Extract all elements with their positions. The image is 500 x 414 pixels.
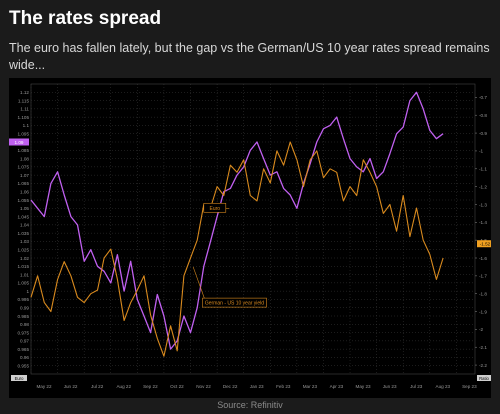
chart-frame: 1.12 1.115 1.11 1.105 1.1 1.095 1.09 1.085 1.08 1… (9, 78, 493, 398)
left-tick-label: 1.045 (18, 214, 30, 219)
right-tick-label: -1.6 (479, 256, 487, 261)
left-tick-label: 0.995 (18, 297, 30, 302)
left-tick-label: 1.055 (18, 198, 30, 203)
left-tick-label: 1.04 (20, 223, 29, 228)
right-tick-label: -2.1 (479, 345, 487, 350)
chart-subtitle: The euro has fallen lately, but the gap … (9, 41, 490, 72)
left-tick-label: 0.96 (20, 355, 29, 360)
left-tick-label: 1.035 (18, 231, 30, 236)
spread-line (30, 141, 444, 357)
left-tick-label: 1.08 (20, 156, 29, 161)
spread-last-value: -1.52 (480, 242, 491, 247)
spread-label-box (202, 297, 267, 308)
right-tick-label: -1.9 (479, 309, 487, 314)
right-tick-label: -0.7 (479, 95, 487, 100)
left-tick-label: 1.015 (18, 264, 30, 269)
euro-last-value: 1.09 (15, 140, 24, 145)
x-tick-label: Mar 23 (303, 384, 318, 389)
right-tick-label: -1.8 (479, 291, 487, 296)
right-tick-label: -1.1 (479, 167, 487, 172)
x-tick-label: Jul 23 (410, 384, 423, 389)
left-tick-label: 1.115 (18, 98, 30, 103)
x-tick-label: Sep 23 (462, 384, 477, 389)
left-tick-label: 1.1 (23, 123, 30, 128)
left-tick-label: 1.075 (18, 165, 30, 170)
x-tick-label: Feb 23 (276, 384, 291, 389)
spread-label: German - US 10 year yield (205, 300, 264, 306)
rates-spread-chart: 1.12 1.115 1.11 1.105 1.1 1.095 1.09 1.085 1.08 1… (9, 78, 493, 398)
spread-label-leader (192, 266, 205, 299)
left-tick-label: 0.99 (20, 306, 29, 311)
right-tick-label: -1.4 (479, 220, 487, 225)
right-axis-badge-label: Ratio (479, 376, 489, 381)
x-tick-label: Oct 22 (170, 384, 184, 389)
euro-label: Euro (210, 206, 221, 212)
euro-last-value-tag (9, 138, 29, 146)
x-tick-label: Jul 22 (91, 384, 104, 389)
right-tick-label: -2 (479, 327, 484, 332)
left-tick-label: 1.065 (18, 181, 30, 186)
annotations: Euro German - US 10 year yield 1.09 -1.52 (9, 138, 493, 308)
left-tick-label: 0.98 (20, 322, 29, 327)
left-tick-label: 1.05 (20, 206, 29, 211)
right-tick-label: -0.8 (479, 113, 487, 118)
x-tick-label: May 23 (356, 384, 372, 389)
x-tick-label: Jun 22 (64, 384, 78, 389)
left-tick-label: 1.07 (20, 173, 29, 178)
x-tick-label: Sep 22 (143, 384, 158, 389)
left-tick-label: 0.97 (20, 339, 29, 344)
left-tick-label: 1.06 (20, 190, 29, 195)
left-tick-label: 1.01 (20, 272, 29, 277)
right-tick-label: -1.7 (479, 274, 487, 279)
left-tick-label: 0.985 (18, 314, 30, 319)
x-tick-label: Jan 23 (250, 384, 264, 389)
left-tick-label: 1.12 (20, 90, 29, 95)
chart-title: The rates spread (9, 8, 162, 29)
right-tick-label: -0.9 (479, 131, 487, 136)
left-tick-label: 1 (26, 289, 29, 294)
chart-background (9, 78, 491, 398)
right-tick-label: -2.2 (479, 363, 487, 368)
axes: 1.12 1.115 1.11 1.105 1.1 1.095 1.09 1.085 1.08 1… (11, 90, 491, 389)
left-tick-label: 0.955 (18, 364, 30, 369)
left-tick-label: 1.095 (18, 132, 30, 137)
left-tick-label: 1.11 (20, 107, 29, 112)
left-axis-badge-label: Euro (15, 376, 25, 381)
x-tick-label: Nov 22 (196, 384, 211, 389)
right-tick-label: -1 (479, 149, 484, 154)
x-tick-label: May 22 (36, 384, 52, 389)
left-tick-label: 1.005 (18, 281, 30, 286)
left-tick-label: 1.105 (18, 115, 30, 120)
left-tick-label: 0.975 (18, 330, 30, 335)
left-tick-label: 1.03 (20, 239, 29, 244)
x-tick-label: Dec 22 (223, 384, 238, 389)
euro-label-box (203, 202, 227, 213)
spread-last-value-tag (477, 240, 493, 248)
x-tick-label: Jun 23 (383, 384, 397, 389)
left-axis-badge (11, 375, 27, 381)
x-tick-label: Aug 23 (436, 384, 451, 389)
left-tick-label: 1.025 (18, 248, 30, 253)
series-lines (30, 91, 444, 357)
right-tick-label: -1.2 (479, 184, 487, 189)
left-tick-label: 1.085 (18, 148, 30, 153)
right-axis-badge (477, 375, 491, 381)
x-tick-label: Apr 23 (330, 384, 344, 389)
right-tick-label: -1.3 (479, 202, 487, 207)
left-tick-label: 0.965 (18, 347, 30, 352)
x-tick-label: Aug 22 (116, 384, 131, 389)
source-note: Source: Refinitiv (217, 400, 283, 410)
euro-line (30, 91, 444, 350)
left-tick-label: 1.02 (20, 256, 29, 261)
